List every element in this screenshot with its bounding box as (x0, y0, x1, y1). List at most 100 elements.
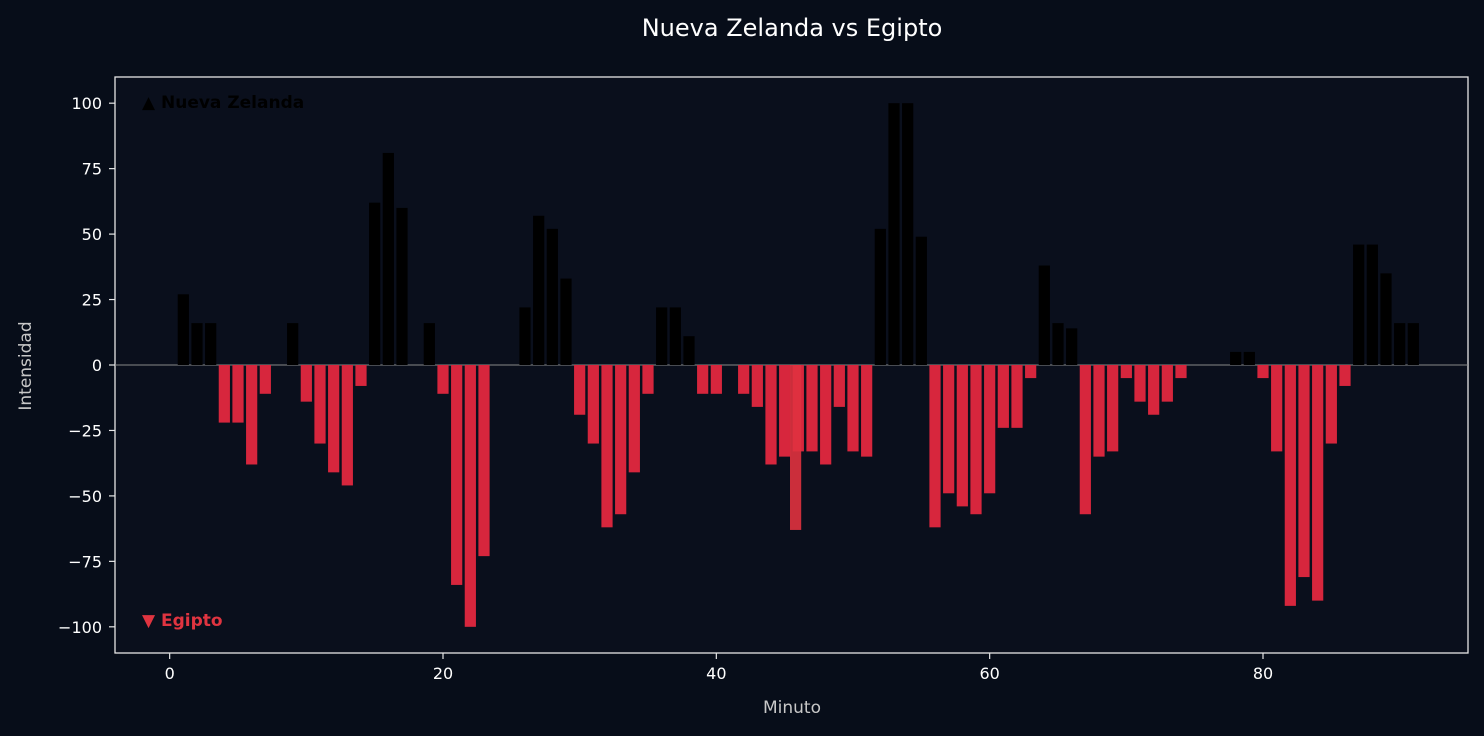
bar (888, 103, 900, 365)
y-axis-label: Intensidad (16, 321, 36, 410)
bar (314, 365, 326, 444)
bar (656, 307, 668, 365)
bar (300, 365, 312, 402)
bar (1257, 365, 1269, 379)
bar (1353, 244, 1365, 365)
bar (1038, 265, 1050, 365)
bar (902, 103, 914, 365)
bar (710, 365, 722, 394)
bar (355, 365, 367, 386)
bar (259, 365, 271, 394)
bar (1325, 365, 1337, 444)
bar (246, 365, 258, 465)
y-tick-label: 75 (82, 160, 102, 179)
y-tick-label: 0 (92, 356, 102, 375)
bar (997, 365, 1009, 428)
legend-entry-egipto: ▼ Egipto (142, 611, 223, 631)
bar (437, 365, 449, 394)
bar (1066, 328, 1078, 365)
bar (191, 323, 203, 365)
bar (669, 307, 681, 365)
bar (1271, 365, 1283, 452)
bar (820, 365, 832, 465)
bar (574, 365, 586, 415)
bar (1339, 365, 1351, 386)
x-axis-label: Minuto (763, 698, 821, 718)
x-tick-label: 20 (433, 664, 453, 683)
bar (861, 365, 873, 457)
bar (697, 365, 709, 394)
bar (615, 365, 627, 515)
bar (789, 365, 802, 530)
bar (1134, 365, 1146, 402)
bar (683, 336, 695, 365)
bar (287, 323, 299, 365)
bar (1407, 323, 1419, 365)
bar (956, 365, 968, 507)
bar (382, 152, 394, 365)
bar (1107, 365, 1119, 452)
bar (341, 365, 353, 486)
bar (587, 365, 599, 444)
bar (765, 365, 777, 465)
bar (1312, 365, 1324, 601)
bar (1011, 365, 1023, 428)
bar (546, 228, 558, 365)
bar (751, 365, 763, 407)
bar (806, 365, 818, 452)
y-tick-label: 25 (82, 291, 102, 310)
bar (779, 365, 791, 457)
bar (1380, 273, 1392, 365)
bar (1161, 365, 1173, 402)
bar (984, 365, 996, 494)
bar (218, 365, 230, 423)
bar (464, 365, 476, 627)
x-tick-label: 60 (979, 664, 999, 683)
bar (519, 307, 531, 365)
y-tick-label: −100 (58, 618, 102, 637)
bar (232, 365, 244, 423)
bar (1243, 351, 1255, 365)
bar (369, 202, 381, 365)
bar (1175, 365, 1187, 379)
y-tick-label: −75 (68, 552, 102, 571)
bar (1148, 365, 1160, 415)
x-tick-label: 0 (165, 664, 175, 683)
bar (1230, 351, 1242, 365)
bar (205, 323, 217, 365)
y-tick-label: 100 (71, 94, 102, 113)
bar (328, 365, 340, 473)
bar (1025, 365, 1037, 379)
bar (560, 278, 572, 365)
bar (833, 365, 845, 407)
bar (847, 365, 859, 452)
bar (1366, 244, 1378, 365)
bar (1093, 365, 1105, 457)
bar (1284, 365, 1296, 606)
bar (642, 365, 654, 394)
bar (929, 365, 941, 528)
bar (177, 294, 189, 365)
bar (628, 365, 640, 473)
bar (738, 365, 750, 394)
bar (396, 207, 408, 365)
bar (915, 236, 927, 365)
bar (478, 365, 490, 557)
bar (1394, 323, 1406, 365)
bar (1120, 365, 1132, 379)
bar (1079, 365, 1091, 515)
bar (601, 365, 613, 528)
bar (451, 365, 463, 585)
x-tick-label: 80 (1253, 664, 1273, 683)
chart-title: Nueva Zelanda vs Egipto (642, 14, 943, 42)
bar (943, 365, 955, 494)
bar (874, 228, 886, 365)
x-tick-label: 40 (706, 664, 726, 683)
bar (1298, 365, 1310, 578)
bar (970, 365, 982, 515)
y-tick-label: 50 (82, 225, 102, 244)
y-tick-label: −50 (68, 487, 102, 506)
bar (533, 215, 545, 365)
